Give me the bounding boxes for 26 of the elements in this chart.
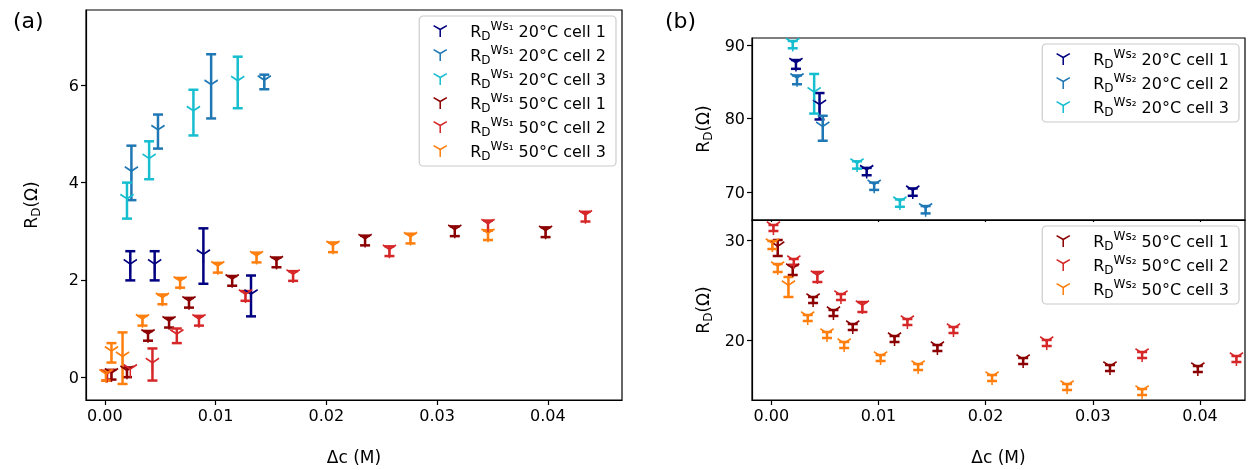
x-tick-label: 0.04 [1182,405,1218,425]
x-tick-label: 0.01 [197,405,234,425]
y-tick-label: 0 [68,367,79,387]
y-tick-label: 2 [68,270,79,290]
x-tick-label: 0.03 [419,405,455,425]
x-tick-label: 0.02 [308,405,345,425]
x-axis-title: Δc (M) [326,446,382,467]
y-tick-label: 4 [68,173,79,193]
x-tick-label: 0.01 [860,405,897,425]
x-tick-label: 0.00 [87,405,123,425]
x-axis-title: Δc (M) [971,446,1026,467]
chart-title: (a) [13,7,44,33]
chart-title: (b) [665,7,697,33]
x-tick-label: 0.02 [967,405,1004,425]
y-tick-label: 70 [724,182,745,202]
y-tick-label: 20 [724,330,745,350]
y-axis-title: RD(Ω) [21,181,43,229]
y-tick-label: 6 [68,75,79,95]
x-tick-label: 0.03 [1075,405,1111,425]
y-tick-label: 80 [724,109,745,129]
y-tick-label: 30 [724,230,745,250]
y-tick-label: 90 [724,35,745,55]
x-tick-label: 0.00 [753,405,790,425]
y-axis-title: RD(Ω) [692,105,715,153]
x-tick-label: 0.04 [529,405,566,425]
y-axis-title: RD(Ω) [692,286,715,334]
